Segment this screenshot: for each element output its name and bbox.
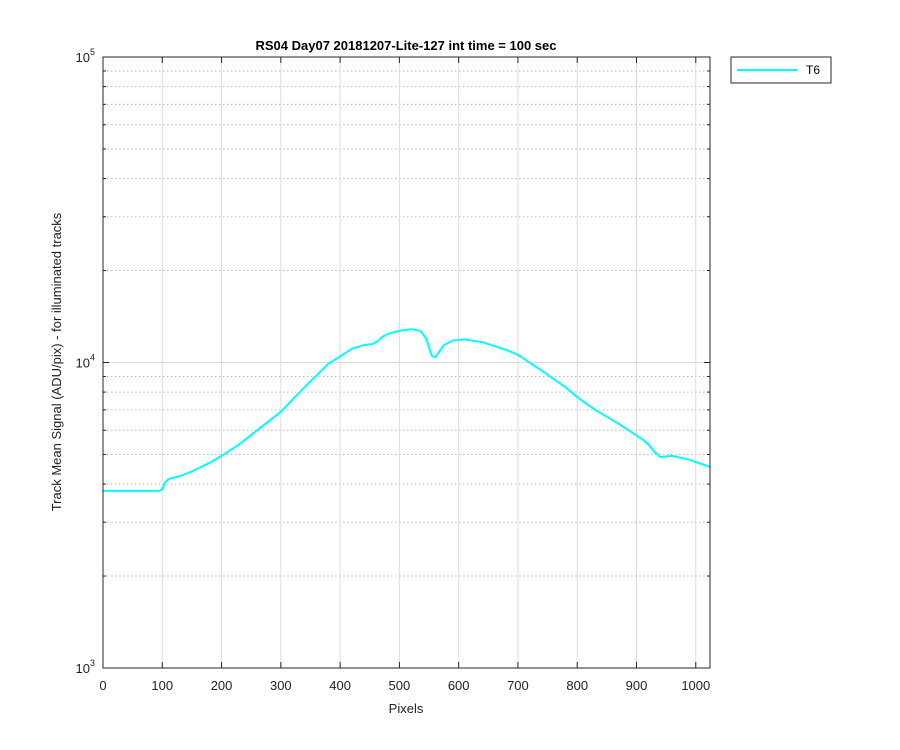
legend[interactable]: T6 <box>730 56 832 84</box>
chart-title: RS04 Day07 20181207-Lite-127 int time = … <box>256 38 557 53</box>
y-axis-label: Track Mean Signal (ADU/pix) - for illumi… <box>49 212 64 511</box>
x-tick-label: 600 <box>448 678 470 693</box>
series-line-t6 <box>103 328 711 492</box>
x-tick-label: 300 <box>270 678 292 693</box>
x-tick-label: 0 <box>99 678 106 693</box>
y-tick-label: 105 <box>76 47 95 65</box>
x-tick-labels: 0 100 200 300 400 500 600 700 800 900 1000 <box>99 678 710 693</box>
y-tick-labels: 103 104 105 <box>76 47 95 676</box>
x-axis-label: Pixels <box>389 701 424 716</box>
x-tick-label: 700 <box>507 678 529 693</box>
y-tick-label: 103 <box>76 658 95 676</box>
legend-label: T6 <box>806 63 820 77</box>
x-tick-label: 900 <box>626 678 648 693</box>
tick-marks <box>102 56 710 669</box>
x-tick-label: 800 <box>566 678 588 693</box>
series-layer <box>103 328 711 492</box>
x-tick-label: 500 <box>389 678 411 693</box>
x-tick-label: 100 <box>151 678 173 693</box>
x-tick-label: 1000 <box>681 678 710 693</box>
x-tick-label: 400 <box>329 678 351 693</box>
x-tick-label: 200 <box>211 678 233 693</box>
y-tick-label: 104 <box>76 353 95 371</box>
